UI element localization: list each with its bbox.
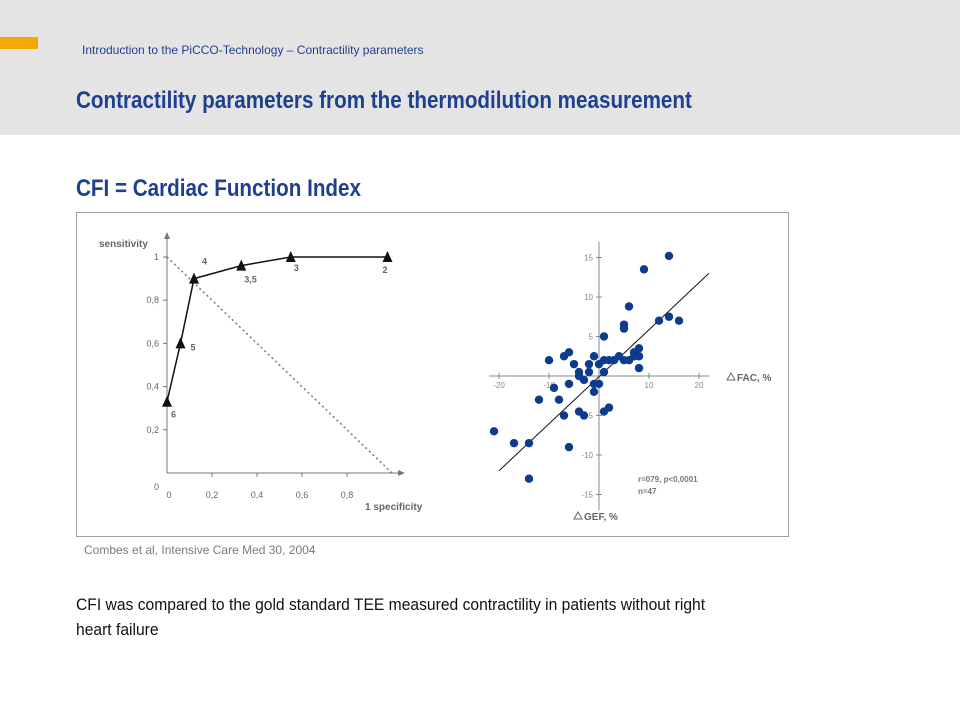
roc-point-label: 2 [383,265,388,275]
scatter-point [509,438,519,448]
scatter-annotation: r=079, p<0,0001 [638,475,698,484]
scatter-y-tick-label: 15 [584,254,593,263]
scatter-point [489,427,499,436]
scatter-x-axis-label: FAC, % [737,373,772,384]
citation: Combes et al, Intensive Care Med 30, 200… [84,543,316,557]
scatter-y-tick-label: 5 [589,333,594,342]
scatter-y-tick-label: 10 [584,293,593,302]
roc-y-tick-label: 0,6 [146,338,159,348]
scatter-point [544,356,554,365]
delta-icon [573,510,583,520]
scatter-point [634,352,644,361]
roc-point-marker [175,337,186,349]
scatter-point [594,379,604,389]
scatter-point [579,411,589,420]
roc-x-tick-label: 0,8 [341,490,354,500]
scatter-point [634,363,644,373]
roc-point-label: 4 [202,257,207,267]
body-text: CFI was compared to the gold standard TE… [76,595,706,639]
scatter-y-axis-label: GEF, % [584,512,618,523]
roc-reference-diagonal [166,256,393,474]
scatter-point [589,387,599,396]
roc-point-marker [189,272,199,284]
roc-y-tick-label: 0 [154,482,159,492]
figure-svg: 00,20,40,60,810 0,2 0,4 0,6 0,8sensitivity1 … [99,232,772,523]
roc-point-label: 3 [294,263,299,273]
roc-x-tick-label: 0,6 [296,490,309,500]
roc-x-tick-label: 0,2 [206,490,219,500]
roc-y-tick-label: 0,8 [146,295,159,305]
scatter-point [524,438,534,448]
scatter-point [564,379,574,389]
scatter-point [534,395,544,404]
scatter-point [654,316,664,325]
scatter-point [639,265,649,274]
scatter-x-tick-label: 20 [695,381,704,390]
scatter-point [564,348,574,357]
roc-x-tick-label: 0 [166,490,171,500]
scatter-annotation: n=47 [638,487,657,496]
scatter-point [584,359,594,369]
scatter-point [549,383,559,393]
roc-point-label: 5 [191,342,196,352]
scatter-point [664,251,674,261]
scatter-point [564,442,574,452]
scatter-point [589,352,599,361]
roc-y-axis-arrow [164,232,170,239]
scatter-x-tick-label: -10 [543,381,555,390]
scatter-point [599,367,609,377]
figure-box: 0 0,2 0,4 0,6 0,8 1 0 0,2 0,4 0,6 0,8 sensitivity 1 … [76,212,789,537]
scatter-point [619,320,629,329]
roc-y-tick-label: 0,4 [146,382,159,392]
roc-point-label: 3,5 [244,275,257,285]
scatter-y-tick-label: -10 [581,451,593,460]
roc-point-marker [162,395,172,407]
scatter-x-tick-label: 10 [645,381,654,390]
scatter-point [524,474,534,483]
scatter-point [664,312,674,321]
scatter-point [674,316,684,325]
roc-point-label: 6 [171,410,176,420]
page-title: Contractility parameters from the thermo… [76,87,692,114]
breadcrumb: Introduction to the PiCCO-Technology – C… [82,43,424,57]
scatter-y-tick-label: -15 [581,491,593,500]
roc-point-marker [236,259,247,271]
section-title: CFI = Cardiac Function Index [76,175,361,202]
roc-point-marker [382,251,393,262]
roc-x-axis-arrow [398,470,405,476]
scatter-y-tick-label: -5 [586,412,594,421]
roc-x-tick-label: 0,4 [251,490,264,500]
roc-y-tick-label: 0,2 [146,425,159,435]
scatter-point [584,367,594,377]
accent-bar [0,37,38,49]
roc-point-marker [285,251,296,262]
roc-curve-line [166,256,388,402]
roc-y-axis-label: sensitivity [99,239,148,250]
roc-y-tick-label: 1 [154,252,159,262]
scatter-x-tick-label: -20 [493,381,505,390]
scatter-point [599,332,609,341]
scatter-point [634,344,644,353]
scatter-point [624,302,634,311]
scatter-point [569,359,579,369]
scatter-point [554,395,564,404]
scatter-point [559,411,569,420]
roc-x-axis-label: 1 specificity [365,502,423,513]
scatter-point [604,403,614,412]
scatter-point [579,375,589,385]
header-band [0,0,960,135]
delta-icon [726,371,736,381]
scatter-point [574,367,584,377]
